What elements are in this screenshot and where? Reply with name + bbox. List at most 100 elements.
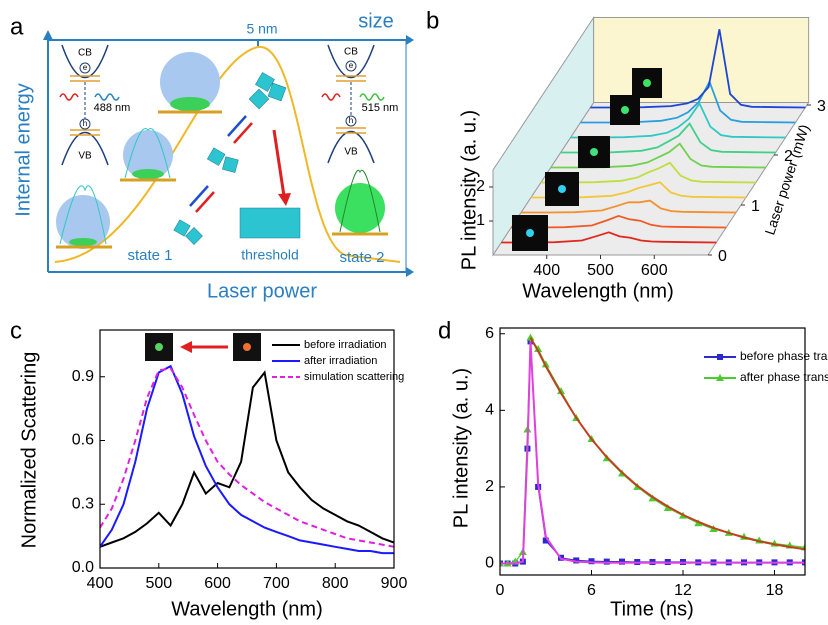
spectrum <box>511 214 727 229</box>
y-tick-label: 0 <box>485 555 494 572</box>
x-axis-title: Time (ns) <box>610 598 694 620</box>
z-tick-label: 3 <box>817 98 826 115</box>
spectrum <box>531 181 747 199</box>
legend-marker <box>717 354 723 360</box>
crystals <box>132 169 164 179</box>
y-axis-title: PL intensity (a. u.) <box>458 110 480 270</box>
x-tick-label: 18 <box>766 582 784 599</box>
x-tick-label: 6 <box>587 582 596 599</box>
panel-label: c <box>10 317 22 344</box>
legend-label: after irradiation <box>304 355 377 367</box>
plot: 0 6 12 18 0 2 4 6 Time (ns) PL intensity (a. u.) b… <box>450 325 828 620</box>
spectrum <box>59 185 107 245</box>
photon <box>321 93 341 101</box>
spectrum <box>540 161 756 184</box>
x-tick-label: 0 <box>496 582 505 599</box>
series-line <box>100 367 394 548</box>
energy-curve <box>54 45 401 263</box>
y-axis-title: Normalized Scattering <box>18 352 40 549</box>
arrow-head <box>278 193 291 206</box>
spectrum <box>521 199 737 214</box>
marker <box>573 557 580 564</box>
y-tick-label: 4 <box>485 402 494 419</box>
plot-frame <box>99 329 395 569</box>
arrow-head <box>406 267 414 277</box>
state-label: state 2 <box>339 249 384 266</box>
x-tick-label: 400 <box>533 262 560 279</box>
photon <box>59 93 79 101</box>
x-tick-label: 12 <box>674 582 692 599</box>
crystal <box>222 156 239 173</box>
band-label: VB <box>344 147 358 158</box>
panel-label: d <box>438 317 451 344</box>
marker <box>588 558 595 565</box>
diagram: size 5 nm Internal energy Laser power st… <box>12 10 414 302</box>
x-tick-label: 400 <box>87 575 114 592</box>
inset-spot <box>155 343 163 351</box>
marker <box>542 537 549 544</box>
crystals <box>69 238 97 246</box>
y-tick-label: 0.0 <box>72 559 94 576</box>
carrier <box>345 60 357 72</box>
inset-spot <box>590 148 598 156</box>
series-line <box>100 370 394 548</box>
band-label: VB <box>78 151 92 162</box>
y-tick-label: 0.6 <box>72 432 94 449</box>
x-tick-label: 500 <box>587 262 614 279</box>
tick-label: 5 nm <box>246 21 277 37</box>
arrow <box>233 122 253 144</box>
carrier-label: e <box>349 61 354 70</box>
particle <box>160 52 220 112</box>
inset-spot <box>643 79 651 87</box>
photon <box>94 93 120 101</box>
band <box>327 44 375 78</box>
band-label: CB <box>344 47 358 58</box>
y-tick-label: 0.3 <box>72 495 94 512</box>
state-label: state 1 <box>127 247 172 264</box>
x-tick-label: 600 <box>204 575 231 592</box>
series-line <box>100 364 394 555</box>
axis-title: Internal energy <box>12 83 34 216</box>
y-tick-label: 1 <box>476 212 485 229</box>
arrow <box>227 115 247 137</box>
waterfall-layer: 400 500 600 1 2 0 1 2 3 PL intensity (a. u.) Wavel… <box>458 15 826 302</box>
series-layer <box>100 364 394 555</box>
x-tick-label: 600 <box>641 262 668 279</box>
spectrum <box>501 231 717 244</box>
marker <box>526 333 535 341</box>
arrow-head <box>180 341 192 353</box>
x-tick-label: 900 <box>381 575 408 592</box>
x-axis-title: Wavelength (nm) <box>522 280 674 302</box>
crystal <box>185 227 203 245</box>
series-layer <box>500 333 805 567</box>
marker <box>534 345 543 353</box>
arrow-head <box>406 35 414 45</box>
crystal <box>248 88 270 110</box>
x-axis-title: Wavelength (nm) <box>171 598 323 620</box>
arrow-head <box>43 30 53 40</box>
carrier <box>79 62 91 74</box>
arrow <box>272 129 286 197</box>
legend-label: before irradiation <box>304 339 387 351</box>
y-axis-title: PL intensity (a. u.) <box>450 368 472 528</box>
crystal <box>267 82 287 102</box>
z-tick-label: 0 <box>718 248 727 265</box>
wavelength-label: 488 nm <box>94 102 131 114</box>
y-tick-label: 2 <box>476 178 485 195</box>
arrow <box>189 185 209 207</box>
y-tick-label: 2 <box>485 478 494 495</box>
legend-label: simulation scattering <box>304 371 404 383</box>
inset-spot <box>621 106 629 114</box>
carrier-label: h <box>349 116 353 125</box>
crystals <box>170 97 210 111</box>
panel-label: a <box>10 13 24 40</box>
crystal <box>206 147 226 166</box>
band <box>327 131 375 164</box>
band <box>61 44 109 78</box>
axis-title: size <box>358 10 394 32</box>
marker <box>619 558 625 565</box>
crystal <box>255 72 275 92</box>
photon <box>359 93 385 101</box>
plot-frame <box>499 327 806 576</box>
fit-line <box>529 337 805 551</box>
